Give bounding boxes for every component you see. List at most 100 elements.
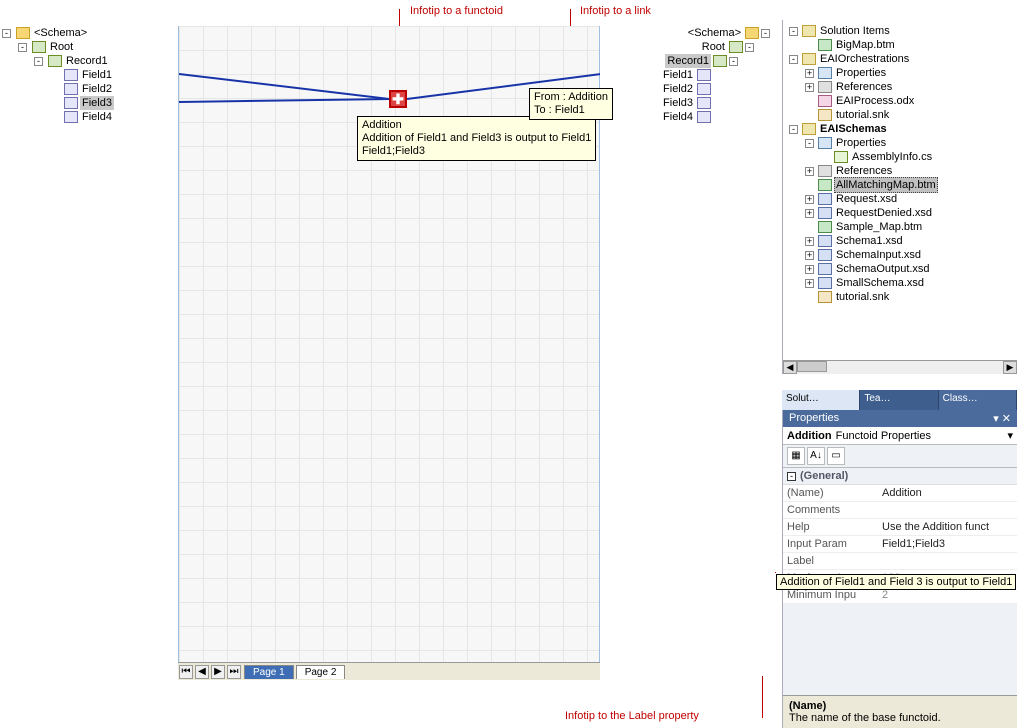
addition-functoid[interactable]: ✚ [389, 90, 407, 108]
alphabetical-icon[interactable]: A↓ [807, 447, 825, 465]
tab-solution[interactable]: Solut… [782, 390, 860, 410]
expand-icon[interactable]: - [789, 55, 798, 64]
file-icon [818, 179, 832, 191]
solution-item[interactable]: Sample_Map.btm [785, 220, 1015, 234]
field-node[interactable]: Field2 [600, 82, 775, 96]
property-value[interactable]: Field1;Field3 [878, 536, 1017, 552]
root-label: Root [48, 40, 75, 54]
categorized-icon[interactable]: ▦ [787, 447, 805, 465]
scroll-track[interactable] [797, 361, 1003, 374]
solution-item[interactable]: -EAISchemas [785, 122, 1015, 136]
file-icon [818, 81, 832, 93]
expand-icon[interactable]: - [34, 57, 43, 66]
expand-icon[interactable]: - [789, 125, 798, 134]
property-value[interactable] [878, 553, 1017, 569]
help-name: (Name) [789, 700, 1011, 712]
property-row[interactable]: Comments [783, 502, 1017, 519]
item-label: SchemaInput.xsd [834, 248, 923, 262]
scroll-left-icon[interactable]: ◀ [783, 361, 797, 374]
expand-icon[interactable]: + [805, 195, 814, 204]
scroll-thumb[interactable] [797, 361, 827, 372]
field-node[interactable]: Field3 [600, 96, 775, 110]
pager-last-icon[interactable]: ⏭ [227, 665, 241, 679]
expand-icon[interactable]: + [805, 279, 814, 288]
solution-item[interactable]: AssemblyInfo.cs [785, 150, 1015, 164]
solution-item[interactable]: tutorial.snk [785, 108, 1015, 122]
solution-item[interactable]: + SmallSchema.xsd [785, 276, 1015, 290]
expand-icon[interactable]: + [805, 265, 814, 274]
file-icon [818, 67, 832, 79]
expand-icon[interactable]: - [745, 43, 754, 52]
property-row[interactable]: (Name)Addition [783, 485, 1017, 502]
solution-item[interactable]: tutorial.snk [785, 290, 1015, 304]
tab-class[interactable]: Class… [939, 390, 1017, 410]
field-node[interactable]: Field3 [0, 96, 178, 110]
solution-item[interactable]: +RequestDenied.xsd [785, 206, 1015, 220]
scroll-right-icon[interactable]: ▶ [1003, 361, 1017, 374]
expand-icon[interactable]: - [761, 29, 770, 38]
tab-page1[interactable]: Page 1 [244, 665, 294, 679]
expand-icon[interactable]: - [2, 29, 11, 38]
expand-icon[interactable]: - [789, 27, 798, 36]
root-node[interactable]: - Root [0, 40, 178, 54]
solution-item[interactable]: -Properties [785, 136, 1015, 150]
schema-root[interactable]: -<Schema> [0, 26, 178, 40]
field-icon [64, 69, 78, 81]
collapse-icon[interactable]: - [787, 472, 796, 481]
file-icon [818, 207, 832, 219]
item-label: SmallSchema.xsd [834, 276, 926, 290]
file-icon [818, 263, 832, 275]
pager-first-icon[interactable]: ⏮ [179, 665, 193, 679]
solution-item[interactable]: + SchemaInput.xsd [785, 248, 1015, 262]
solution-item[interactable]: -EAIOrchestrations [785, 52, 1015, 66]
expand-icon[interactable]: + [805, 209, 814, 218]
solution-item[interactable]: BigMap.btm [785, 38, 1015, 52]
dropdown-icon[interactable]: ▾ [1007, 429, 1013, 442]
solution-item[interactable]: +References [785, 80, 1015, 94]
pager-prev-icon[interactable]: ◀ [195, 665, 209, 679]
properties-selector[interactable]: Addition Addition Functoid Properties Fu… [783, 427, 1017, 445]
help-desc: The name of the base functoid. [789, 712, 1011, 724]
property-pages-icon[interactable]: ▭ [827, 447, 845, 465]
property-value[interactable]: Use the Addition funct [878, 519, 1017, 535]
solution-item[interactable]: -Solution Items [785, 24, 1015, 38]
record-node[interactable]: Record1- [600, 54, 775, 68]
expand-icon[interactable]: + [805, 237, 814, 246]
field-node[interactable]: Field4 [0, 110, 178, 124]
field-node[interactable]: Field2 [0, 82, 178, 96]
record-node[interactable]: -Record1 [0, 54, 178, 68]
expand-icon[interactable]: - [805, 139, 814, 148]
properties-title: Properties [789, 412, 839, 425]
solution-item[interactable]: +Request.xsd [785, 192, 1015, 206]
field-node[interactable]: Field1 [0, 68, 178, 82]
pager-next-icon[interactable]: ▶ [211, 665, 225, 679]
root-node[interactable]: Root- [600, 40, 775, 54]
horizontal-scrollbar[interactable]: ◀ ▶ [783, 360, 1017, 374]
property-row[interactable]: Input ParamField1;Field3 [783, 536, 1017, 553]
expand-icon[interactable]: - [729, 57, 738, 66]
property-row[interactable]: Label [783, 553, 1017, 570]
expand-icon[interactable]: + [805, 69, 814, 78]
solution-item[interactable]: EAIProcess.odx [785, 94, 1015, 108]
file-icon [818, 221, 832, 233]
mapper-grid[interactable]: ✚ Addition Addition of Field1 and Field3… [178, 26, 600, 662]
tab-page2[interactable]: Page 2 [296, 665, 346, 679]
property-value[interactable] [878, 502, 1017, 518]
schema-root[interactable]: <Schema>- [600, 26, 775, 40]
solution-item[interactable]: AllMatchingMap.btm [785, 178, 1015, 192]
property-category[interactable]: -(General) [783, 468, 1017, 485]
solution-item[interactable]: +Schema1.xsd [785, 234, 1015, 248]
solution-item[interactable]: +References [785, 164, 1015, 178]
property-value[interactable]: Addition [878, 485, 1017, 501]
tab-team[interactable]: Tea… [860, 390, 938, 410]
solution-item[interactable]: +Properties [785, 66, 1015, 80]
property-row[interactable]: HelpUse the Addition funct [783, 519, 1017, 536]
functoid-infotip: Addition Addition of Field1 and Field3 i… [357, 116, 596, 161]
expand-icon[interactable]: + [805, 83, 814, 92]
solution-item[interactable]: +SchemaOutput.xsd [785, 262, 1015, 276]
field-node[interactable]: Field1 [600, 68, 775, 82]
expand-icon[interactable]: + [805, 167, 814, 176]
field-node[interactable]: Field4 [600, 110, 775, 124]
expand-icon[interactable]: - [18, 43, 27, 52]
expand-icon[interactable]: + [805, 251, 814, 260]
